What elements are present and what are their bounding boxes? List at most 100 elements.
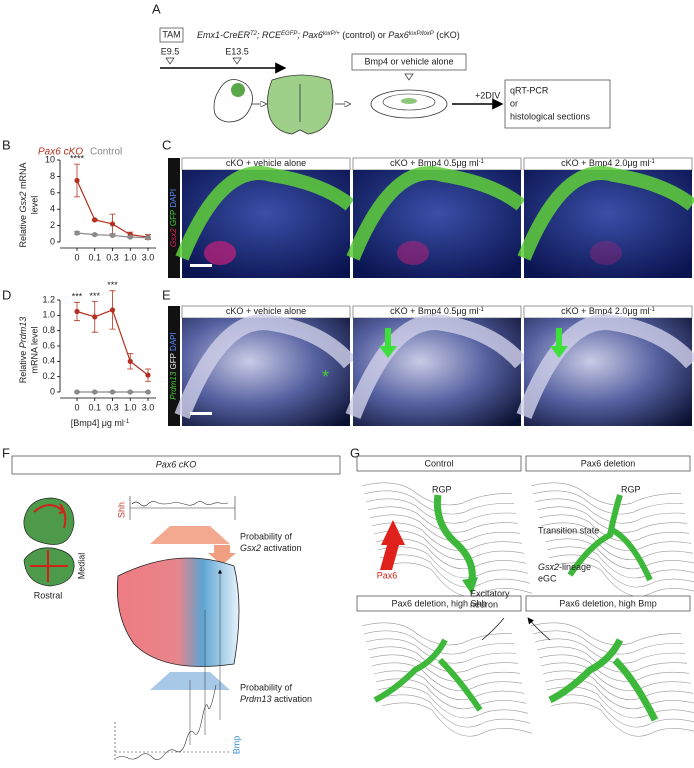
legend-entry: Control bbox=[90, 147, 122, 158]
title-box bbox=[525, 455, 691, 472]
contour bbox=[381, 702, 533, 737]
y-tick-label: 0.4 bbox=[42, 356, 55, 366]
panel-label: D bbox=[2, 287, 11, 302]
y-tick-label: 1.2 bbox=[42, 294, 55, 304]
y-tick-label: 1.0 bbox=[42, 310, 55, 320]
contour bbox=[544, 538, 694, 570]
treatment-box bbox=[351, 53, 467, 71]
image-title: cKO + Bmp4 0.5μg ml-1 bbox=[390, 158, 484, 168]
contour bbox=[540, 662, 692, 691]
x-tick-label: 0 bbox=[74, 252, 79, 262]
x-tick-label: 0.3 bbox=[106, 402, 119, 412]
genotype-part: T2 bbox=[250, 31, 258, 37]
point bbox=[92, 217, 98, 223]
profile bbox=[115, 684, 217, 760]
label-part: Prdm13 bbox=[169, 371, 178, 400]
genotype-part: ; Pax6 bbox=[297, 30, 323, 40]
genotype-part: ; RCE bbox=[257, 30, 282, 40]
gfp bbox=[346, 166, 526, 261]
contour bbox=[369, 514, 521, 542]
scale-bar bbox=[190, 412, 212, 415]
significance: *** bbox=[107, 280, 118, 290]
dish-inner bbox=[382, 93, 436, 111]
bmp: Bmp bbox=[231, 736, 241, 755]
dapi bbox=[174, 314, 357, 419]
asterisk: * bbox=[322, 367, 329, 387]
shh: Shh bbox=[116, 502, 126, 518]
label-part: cKO + vehicle alone bbox=[226, 306, 306, 316]
arrow bbox=[208, 545, 236, 565]
label-part: DAPI bbox=[169, 189, 178, 208]
genotype-part: loxP/+ bbox=[323, 31, 340, 37]
y-tick-label: 0.6 bbox=[42, 340, 55, 350]
label-part: cKO + Bmp4 2.0μg ml bbox=[561, 306, 649, 316]
x-tick-label: 0.1 bbox=[88, 402, 101, 412]
contour bbox=[377, 546, 529, 579]
x-tick-label: 3.0 bbox=[142, 252, 155, 262]
panel-title: Pax6 deletion, high Shh bbox=[391, 598, 486, 608]
point bbox=[92, 389, 98, 395]
genotype-part: Pax6 bbox=[388, 30, 409, 40]
title-box bbox=[356, 595, 522, 612]
side-label: Gsx2 GFP DAPI bbox=[169, 189, 178, 247]
y-axis-label: mRNA level bbox=[29, 326, 39, 373]
contour bbox=[379, 554, 531, 588]
label-part: -1 bbox=[650, 307, 656, 313]
y-tick-label: 4 bbox=[50, 204, 55, 214]
arrows bbox=[33, 503, 67, 529]
point bbox=[127, 234, 133, 240]
contour bbox=[373, 670, 525, 701]
panel-title: Pax6 deletion, high Bmp bbox=[559, 598, 657, 608]
side-bar bbox=[168, 158, 180, 278]
rgp: RGP bbox=[621, 484, 641, 494]
annotation: Probability of bbox=[240, 682, 293, 692]
panel-title: Control bbox=[424, 458, 453, 468]
label-part: Gsx2 bbox=[169, 228, 178, 247]
genotype-part: (control) or bbox=[340, 30, 389, 40]
label-part: cKO + vehicle alone bbox=[226, 158, 306, 168]
trajectory bbox=[433, 494, 476, 589]
contour bbox=[381, 562, 533, 597]
label-part: cKO + Bmp4 2.0μg ml bbox=[561, 158, 649, 168]
contour bbox=[375, 538, 527, 570]
y-axis-label: Relative Gsx2 mRNA bbox=[18, 162, 28, 247]
stage: E13.5 bbox=[225, 46, 249, 56]
x-tick-label: 1.0 bbox=[124, 402, 137, 412]
point bbox=[92, 314, 98, 320]
significance: *** bbox=[72, 292, 83, 302]
y-tick-label: 10 bbox=[45, 154, 55, 164]
image-title: cKO + vehicle alone bbox=[226, 306, 306, 316]
genotype-part: loxP/loxP bbox=[409, 31, 434, 37]
label-part: DAPI bbox=[169, 332, 178, 351]
panel-label: C bbox=[162, 137, 171, 152]
contour bbox=[367, 646, 519, 673]
genotype-part: (cKO) bbox=[434, 30, 460, 40]
panel-title: Pax6 deletion bbox=[581, 458, 636, 468]
label-part: activation bbox=[261, 543, 302, 553]
guide bbox=[189, 570, 220, 745]
y-axis-label: level bbox=[29, 196, 39, 215]
contour bbox=[534, 638, 686, 664]
contour bbox=[548, 694, 694, 728]
label-part: -1 bbox=[650, 159, 656, 165]
y-tick-label: 6 bbox=[50, 187, 55, 197]
point bbox=[74, 177, 80, 184]
contour bbox=[542, 530, 694, 561]
contour bbox=[538, 514, 690, 542]
dapi bbox=[516, 314, 694, 419]
stage: E9.5 bbox=[161, 46, 180, 56]
arrow bbox=[550, 328, 568, 358]
neuron: Excitatory bbox=[470, 588, 510, 598]
trajectory bbox=[548, 638, 659, 722]
axis-name: Medial bbox=[76, 553, 86, 580]
y-tick-label: 8 bbox=[50, 171, 55, 181]
label-part: activation bbox=[272, 694, 313, 704]
image-title: cKO + Bmp4 2.0μg ml-1 bbox=[561, 158, 655, 168]
contour bbox=[532, 490, 684, 515]
label-part: Relative bbox=[18, 348, 28, 383]
contour bbox=[532, 630, 684, 655]
tam: TAM bbox=[162, 29, 180, 39]
pax6-arrow bbox=[380, 520, 405, 570]
dapi bbox=[345, 314, 528, 419]
